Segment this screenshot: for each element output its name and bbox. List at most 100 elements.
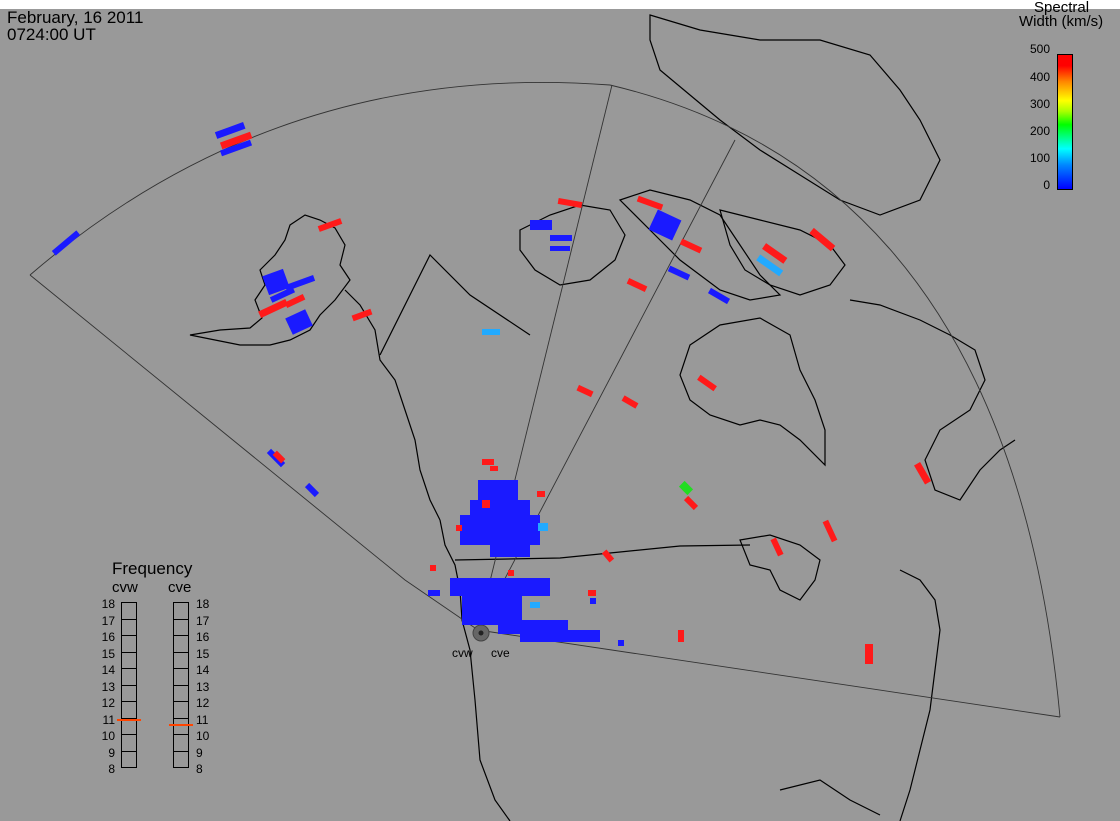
echo-cell [482, 500, 490, 508]
frequency-row-divider [122, 651, 136, 653]
echo-cluster [478, 480, 518, 502]
frequency-tick: 17 [196, 613, 210, 628]
fov-west-edge [29, 274, 479, 631]
frequency-tick: 13 [101, 679, 115, 694]
frequency-cvw-label: cvw [112, 579, 138, 596]
frequency-row-divider [122, 668, 136, 669]
frequency-row-divider [174, 651, 188, 653]
echo-cell [456, 525, 462, 531]
alaska-coastline [189, 214, 351, 346]
backscatter-echoes [51, 122, 932, 664]
echo-cluster [520, 630, 600, 642]
echo-cell [284, 294, 306, 308]
canada-us-border [454, 544, 751, 561]
gulf-coast [779, 779, 881, 816]
echo-cell [482, 459, 494, 465]
great-lakes [739, 534, 821, 601]
frequency-tick: 12 [196, 696, 210, 710]
echo-cell [550, 235, 572, 241]
echo-cell [590, 598, 596, 604]
echo-cell [667, 265, 691, 281]
pacific-coast [439, 519, 511, 821]
frequency-tick: 8 [108, 762, 115, 776]
yukon-border [379, 253, 531, 356]
colorbar-tick: 500 [1029, 42, 1050, 56]
echo-cell [550, 246, 570, 251]
frequency-tick: 9 [108, 745, 115, 760]
frequency-row-divider [122, 734, 136, 735]
echo-cell [621, 395, 639, 409]
frequency-cve-label: cve [168, 579, 192, 596]
echo-cell [601, 549, 615, 563]
frequency-tick: 17 [101, 613, 115, 628]
frequency-marker-cve [169, 724, 193, 727]
echo-cell [51, 230, 81, 256]
echo-cell [262, 268, 290, 296]
echo-cell [490, 466, 498, 471]
frequency-row-divider [122, 750, 136, 752]
echo-cluster [450, 578, 550, 596]
colorbar-tick: 100 [1029, 151, 1050, 165]
echo-cell [538, 523, 548, 531]
echo-cell [636, 195, 664, 211]
colorbar-tick: 300 [1029, 97, 1050, 111]
frequency-tick: 13 [196, 679, 210, 694]
echo-cell [770, 537, 784, 557]
frequency-tick: 12 [101, 696, 115, 710]
frequency-tick: 14 [196, 663, 210, 677]
frequency-tick: 18 [196, 597, 210, 611]
frequency-tick: 14 [101, 663, 115, 677]
radar-label-cve: cve [491, 646, 510, 660]
colorbar [1057, 54, 1073, 190]
echo-cell [351, 308, 373, 322]
frequency-row-divider [174, 684, 188, 686]
radar-site-dot [478, 630, 484, 636]
echo-cell [304, 482, 320, 498]
echo-cell [428, 590, 440, 596]
echo-cell [822, 519, 838, 543]
frequency-tick: 18 [101, 597, 115, 611]
frequency-tick: 10 [101, 729, 115, 743]
frequency-row-divider [122, 635, 136, 636]
echo-cell [537, 491, 545, 497]
fov-outer-arc [29, 81, 1061, 718]
frequency-tick: 15 [196, 646, 210, 661]
echo-cell [588, 590, 596, 596]
date-label: February, 16 2011 [7, 8, 144, 27]
frequency-tick: 15 [101, 646, 115, 661]
alaska-panhandle [344, 289, 441, 521]
echo-cluster [490, 545, 530, 557]
echo-cell [530, 602, 540, 608]
hudson-bay [679, 317, 826, 467]
echo-cell [530, 220, 552, 230]
frequency-tick: 11 [196, 712, 209, 727]
echo-cell [482, 329, 500, 335]
white-top-strip [0, 0, 1120, 9]
colorbar-title-line2: Width (km/s) [1019, 13, 1104, 30]
colorbar-title-line1: Spectral [1034, 0, 1090, 16]
echo-cell [430, 565, 436, 571]
echo-cell [317, 218, 343, 232]
echo-cell [272, 450, 286, 464]
echo-cell [762, 243, 788, 264]
arctic-islands-west [519, 204, 626, 286]
frequency-row-divider [174, 750, 188, 752]
echo-cell [219, 131, 253, 150]
echo-cell [269, 286, 296, 303]
frequency-scale-cve [173, 602, 189, 768]
frequency-title: Frequency [112, 559, 193, 578]
frequency-row-divider [122, 684, 136, 686]
greenland [649, 14, 941, 216]
echo-cell [707, 287, 731, 305]
baffin-island [719, 209, 846, 296]
colorbar-tick: 400 [1029, 70, 1050, 84]
echo-cell [697, 374, 717, 392]
radar-label-cvw: cvw [452, 646, 473, 660]
echo-cell [914, 461, 932, 485]
frequency-row-divider [174, 618, 188, 620]
echo-cell [576, 384, 594, 398]
frequency-tick: 8 [196, 762, 203, 776]
colorbar-tick: 0 [1043, 178, 1050, 192]
